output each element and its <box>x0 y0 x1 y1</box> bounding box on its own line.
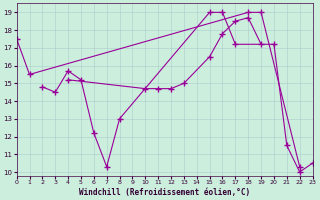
X-axis label: Windchill (Refroidissement éolien,°C): Windchill (Refroidissement éolien,°C) <box>79 188 250 197</box>
